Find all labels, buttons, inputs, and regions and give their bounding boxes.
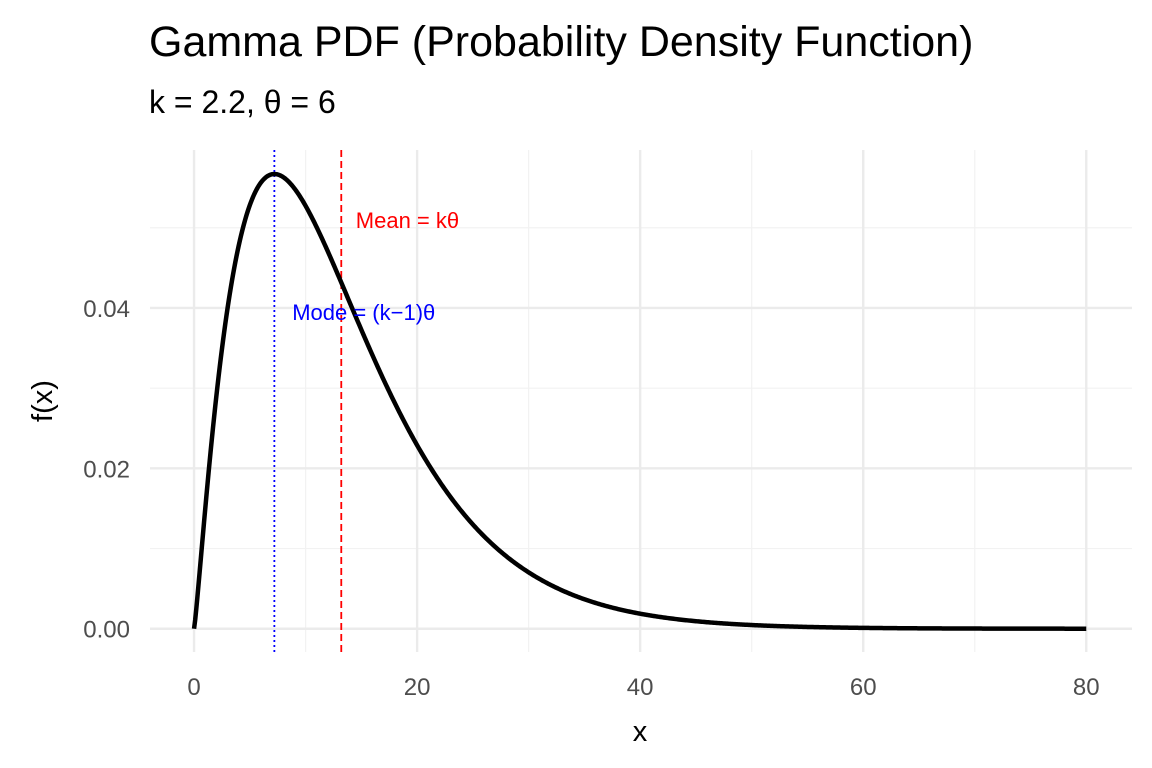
chart-subtitle: k = 2.2, θ = 6: [149, 84, 336, 120]
x-tick-label: 0: [187, 674, 200, 701]
y-tick-label: 0.04: [83, 296, 130, 323]
x-tick-label: 80: [1073, 674, 1100, 701]
x-axis-label: x: [633, 716, 648, 748]
chart-title: Gamma PDF (Probability Density Function): [149, 18, 974, 66]
y-tick-label: 0.00: [83, 617, 130, 644]
gamma-pdf-curve: [191, 171, 1088, 631]
y-tick-label: 0.02: [83, 456, 130, 483]
annotation-mean: Mean = kθ: [356, 208, 459, 233]
x-tick-label: 40: [627, 674, 654, 701]
y-axis-label: f(x): [27, 380, 59, 422]
x-tick-label: 60: [850, 674, 877, 701]
annotation-mode: Mode = (k−1)θ: [292, 300, 435, 325]
x-tick-label: 20: [404, 674, 431, 701]
